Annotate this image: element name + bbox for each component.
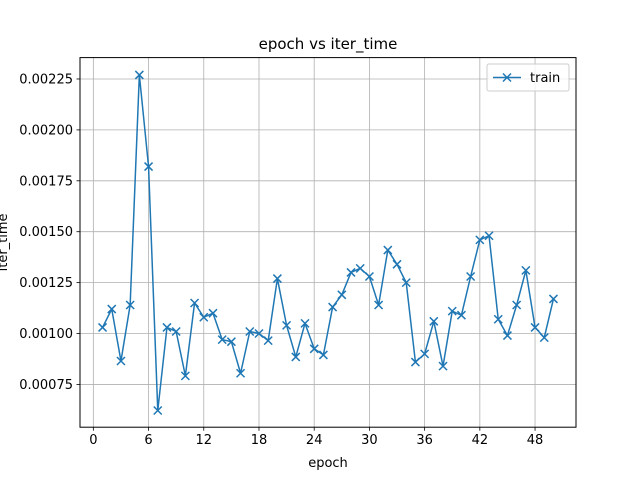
data-point (429, 316, 439, 326)
data-point (144, 162, 154, 172)
data-point (245, 326, 255, 337)
data-point (530, 322, 540, 332)
data-point (171, 326, 181, 337)
y-axis-label: iter_time (0, 213, 11, 271)
data-point (466, 271, 476, 282)
legend: train (486, 63, 570, 92)
data-point (98, 322, 108, 332)
x-tick-label: 36 (416, 433, 433, 448)
data-point (475, 235, 485, 245)
series-layer (98, 70, 558, 416)
data-point (236, 368, 246, 378)
x-tick-label: 24 (306, 433, 323, 448)
y-axis: 0.00075 0.00100 0.00125 0.00150 0.00175 0.002… (19, 72, 80, 393)
data-point (447, 306, 457, 316)
data-point (190, 298, 200, 308)
y-tick-label: 0.00150 (19, 225, 73, 240)
data-point (272, 274, 282, 284)
data-point (116, 356, 126, 366)
data-point (539, 333, 549, 343)
data-point (254, 328, 264, 339)
x-tick-label: 18 (251, 433, 268, 448)
data-point (548, 294, 558, 304)
data-point (512, 300, 522, 310)
legend-label-train: train (530, 71, 560, 86)
data-point (392, 259, 402, 269)
data-point (521, 265, 531, 275)
y-tick-label: 0.00125 (19, 276, 73, 291)
data-point (107, 304, 117, 314)
data-point (125, 300, 135, 310)
data-point (493, 314, 503, 324)
legend-marker-train (502, 72, 512, 83)
data-point (401, 278, 411, 288)
data-point (153, 405, 163, 416)
data-point (217, 335, 227, 345)
data-point (300, 318, 310, 328)
data-point (456, 310, 466, 320)
data-point (374, 300, 384, 310)
data-point (410, 357, 420, 367)
x-tick-label: 0 (89, 433, 97, 448)
data-point (355, 263, 365, 273)
y-tick-label: 0.00100 (19, 327, 73, 342)
data-point (364, 271, 374, 282)
chart-title: epoch vs iter_time (259, 35, 398, 54)
x-tick-label: 6 (144, 433, 152, 448)
y-tick-label: 0.00075 (19, 378, 73, 393)
x-tick-label: 12 (195, 433, 212, 448)
y-tick-label: 0.00225 (19, 72, 73, 87)
series-line-train (101, 74, 555, 412)
data-point (180, 371, 190, 381)
data-point (438, 361, 448, 371)
data-point (502, 331, 512, 341)
data-point (383, 245, 393, 255)
data-point (226, 337, 236, 347)
data-point (484, 231, 494, 241)
data-point (199, 312, 209, 322)
x-tick-label: 30 (361, 433, 378, 448)
x-axis-label: epoch (308, 456, 348, 471)
data-point (282, 320, 292, 330)
data-point (162, 322, 172, 332)
data-point (420, 349, 430, 359)
data-point (337, 290, 347, 300)
legend-box (486, 63, 570, 92)
x-tick-label: 48 (527, 433, 544, 448)
data-point (346, 267, 356, 277)
data-point (318, 350, 328, 360)
x-tick-label: 42 (472, 433, 489, 448)
plot-frame (79, 57, 577, 428)
data-point (309, 344, 319, 354)
x-axis: 0 6 12 18 24 30 36 42 48 (89, 427, 543, 448)
data-point (134, 70, 144, 80)
data-point (328, 302, 338, 312)
y-tick-label: 0.00175 (19, 174, 73, 189)
data-point (263, 336, 273, 346)
data-point (291, 352, 301, 362)
data-point (208, 308, 218, 318)
y-tick-label: 0.00200 (19, 123, 73, 138)
